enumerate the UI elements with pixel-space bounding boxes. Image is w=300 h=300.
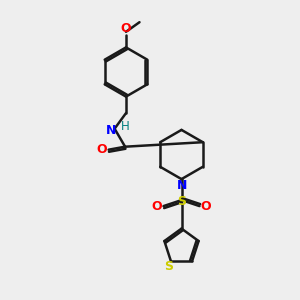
- Text: N: N: [106, 124, 116, 137]
- Text: O: O: [152, 200, 162, 213]
- Text: O: O: [121, 22, 131, 35]
- Text: S: S: [177, 195, 186, 208]
- Text: S: S: [164, 260, 173, 273]
- Text: O: O: [97, 142, 107, 156]
- Text: N: N: [177, 179, 187, 192]
- Text: H: H: [121, 120, 130, 133]
- Text: O: O: [201, 200, 212, 213]
